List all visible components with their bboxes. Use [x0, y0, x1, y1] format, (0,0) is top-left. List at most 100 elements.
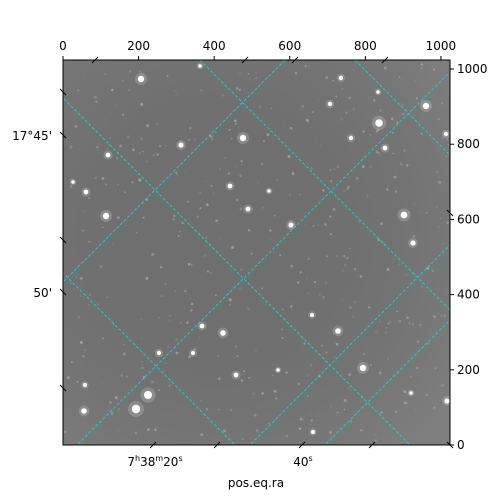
faint-star	[304, 223, 307, 226]
faint-star	[177, 234, 180, 237]
faint-star	[335, 255, 339, 258]
faint-star	[296, 423, 298, 425]
faint-star	[106, 147, 109, 150]
faint-star	[146, 124, 149, 128]
faint-star	[440, 314, 443, 317]
faint-star	[125, 375, 128, 378]
faint-star	[408, 321, 411, 325]
top-tick-label: 200	[127, 39, 150, 53]
faint-star	[330, 406, 333, 409]
faint-star	[354, 374, 357, 378]
faint-star	[248, 376, 251, 380]
faint-star	[269, 229, 272, 232]
faint-star	[376, 129, 380, 132]
faint-star	[83, 75, 86, 79]
faint-star	[356, 165, 359, 167]
faint-star	[290, 126, 293, 130]
faint-star	[254, 349, 258, 352]
faint-star	[330, 179, 333, 183]
faint-star	[343, 399, 347, 402]
faint-star	[440, 383, 443, 387]
faint-star	[175, 171, 178, 174]
faint-star	[253, 413, 257, 417]
faint-star	[325, 255, 329, 258]
faint-star	[320, 144, 322, 147]
faint-star	[168, 319, 171, 321]
faint-star	[380, 222, 383, 225]
faint-star	[273, 250, 276, 254]
faint-star	[205, 407, 209, 411]
faint-star	[437, 226, 440, 228]
faint-star	[400, 163, 403, 166]
faint-star	[124, 353, 126, 356]
faint-star	[347, 185, 350, 189]
faint-star	[120, 374, 124, 377]
top-tick-label: 800	[354, 39, 377, 53]
faint-star	[401, 112, 405, 116]
faint-star	[384, 66, 387, 70]
ra-tick-label: 7h38m20s	[127, 454, 182, 469]
faint-star	[63, 430, 67, 434]
bright-star	[335, 328, 341, 334]
bright-star	[239, 134, 247, 142]
faint-star	[281, 435, 285, 439]
ra-tick	[149, 441, 157, 449]
faint-star	[239, 175, 242, 177]
faint-star	[250, 252, 253, 255]
faint-star	[176, 173, 179, 176]
faint-star	[110, 78, 113, 82]
faint-star	[412, 235, 415, 238]
dec-tick-label: 17°45'	[12, 129, 52, 143]
faint-star	[104, 182, 106, 184]
faint-star	[403, 401, 407, 405]
faint-star	[390, 117, 394, 121]
faint-star	[254, 71, 258, 75]
faint-star	[134, 431, 138, 435]
faint-star	[136, 231, 138, 234]
bright-star	[102, 212, 110, 220]
faint-star	[444, 385, 447, 388]
bright-star	[327, 101, 333, 107]
faint-star	[229, 408, 233, 412]
faint-star	[264, 303, 268, 306]
faint-star	[391, 266, 394, 268]
faint-star	[64, 123, 67, 126]
faint-star	[67, 376, 70, 379]
faint-star	[222, 429, 226, 433]
sky-image-shading	[63, 60, 450, 445]
top-pixel-axis: 0 200 400 600 800 1000	[59, 39, 456, 60]
faint-star	[317, 223, 320, 227]
faint-star	[151, 253, 154, 256]
bright-star	[288, 222, 294, 228]
bright-star	[359, 364, 367, 372]
faint-star	[421, 286, 423, 288]
faint-star	[296, 281, 300, 284]
bright-star	[311, 430, 315, 434]
faint-star	[307, 257, 310, 261]
faint-star	[109, 401, 112, 404]
faint-star	[341, 298, 343, 301]
faint-star	[324, 351, 328, 354]
bright-star	[227, 183, 233, 189]
faint-star	[306, 374, 310, 377]
faint-star	[95, 100, 98, 103]
faint-star	[329, 169, 332, 171]
top-tick-label: 1000	[426, 39, 457, 53]
faint-star	[166, 75, 169, 77]
faint-star	[360, 423, 363, 425]
faint-star	[238, 286, 242, 290]
faint-star	[218, 236, 222, 240]
faint-star	[65, 142, 68, 145]
faint-star	[167, 345, 170, 348]
faint-star	[253, 106, 255, 108]
faint-star	[239, 72, 241, 74]
faint-star	[320, 344, 323, 347]
faint-star	[181, 221, 185, 225]
faint-star	[396, 310, 398, 313]
faint-star	[343, 190, 345, 192]
faint-star	[142, 216, 145, 219]
faint-star	[190, 302, 194, 306]
faint-star	[313, 280, 317, 284]
faint-star	[301, 104, 304, 108]
faint-star	[275, 178, 279, 182]
